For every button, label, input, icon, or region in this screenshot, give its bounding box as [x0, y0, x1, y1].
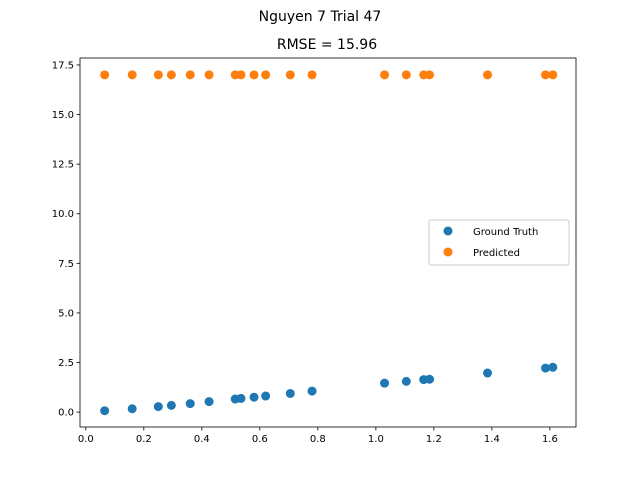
legend-box	[428, 219, 570, 266]
data-point-ground-truth	[285, 388, 295, 398]
y-tick-label: 7.5	[58, 259, 74, 270]
y-tick-label: 2.5	[58, 358, 74, 369]
data-point-ground-truth	[204, 397, 214, 407]
data-point-ground-truth	[483, 368, 493, 378]
legend-marker-predicted	[443, 247, 453, 257]
data-point-predicted	[285, 70, 295, 80]
data-point-predicted	[100, 70, 110, 80]
data-point-predicted	[307, 70, 317, 80]
data-point-ground-truth	[541, 363, 551, 373]
legend-label-predicted: Predicted	[473, 248, 520, 259]
legend-label-ground-truth: Ground Truth	[473, 227, 538, 238]
y-tick-label: 5.0	[58, 308, 74, 319]
data-point-ground-truth	[261, 391, 271, 401]
x-tick-label: 0.6	[252, 434, 268, 445]
data-point-predicted	[483, 70, 493, 80]
legend: Ground Truth Predicted	[428, 219, 570, 266]
data-point-ground-truth	[166, 400, 176, 410]
data-point-predicted	[153, 70, 163, 80]
y-tick-label: 10.0	[52, 209, 74, 220]
data-point-ground-truth	[307, 386, 317, 396]
axes-title: RMSE = 15.96	[277, 37, 377, 53]
data-point-predicted	[425, 70, 435, 80]
y-axis: 0.0 2.5 5.0 7.5 10.0 12.5 15.0 17.5	[52, 60, 80, 419]
data-point-predicted	[204, 70, 214, 80]
y-tick-label: 12.5	[52, 160, 74, 171]
data-point-ground-truth	[185, 399, 195, 409]
data-point-ground-truth	[127, 404, 137, 414]
x-tick-label: 0.4	[194, 434, 210, 445]
x-axis: 0.0 0.2 0.4 0.6 0.8 1.0 1.2 1.4 1.6	[78, 427, 558, 445]
x-tick-label: 1.6	[542, 434, 558, 445]
data-point-predicted	[548, 70, 558, 80]
legend-marker-ground-truth	[443, 226, 453, 236]
x-tick-label: 0.8	[310, 434, 326, 445]
figure-suptitle: Nguyen 7 Trial 47	[259, 9, 382, 25]
data-point-predicted	[236, 70, 246, 80]
data-point-predicted	[401, 70, 411, 80]
y-tick-label: 0.0	[58, 408, 74, 419]
plot-frame	[79, 57, 577, 428]
data-point-ground-truth	[153, 402, 163, 412]
data-point-ground-truth	[380, 378, 390, 388]
data-point-predicted	[166, 70, 176, 80]
data-point-ground-truth	[236, 393, 246, 403]
y-tick-label: 15.0	[52, 110, 74, 121]
x-tick-label: 1.2	[426, 434, 442, 445]
data-point-predicted	[380, 70, 390, 80]
x-tick-label: 0.0	[78, 434, 94, 445]
data-point-ground-truth	[100, 406, 110, 416]
data-point-predicted	[249, 70, 259, 80]
data-point-predicted	[541, 70, 551, 80]
data-point-ground-truth	[425, 374, 435, 384]
x-tick-label: 1.0	[368, 434, 384, 445]
x-tick-label: 0.2	[136, 434, 152, 445]
data-point-ground-truth	[249, 392, 259, 402]
y-tick-label: 17.5	[52, 60, 74, 71]
data-point-predicted	[185, 70, 195, 80]
x-tick-label: 1.4	[484, 434, 500, 445]
data-point-ground-truth	[401, 376, 411, 386]
data-point-predicted	[261, 70, 271, 80]
plot-points	[100, 70, 558, 416]
data-point-ground-truth	[548, 362, 558, 372]
data-point-predicted	[127, 70, 137, 80]
